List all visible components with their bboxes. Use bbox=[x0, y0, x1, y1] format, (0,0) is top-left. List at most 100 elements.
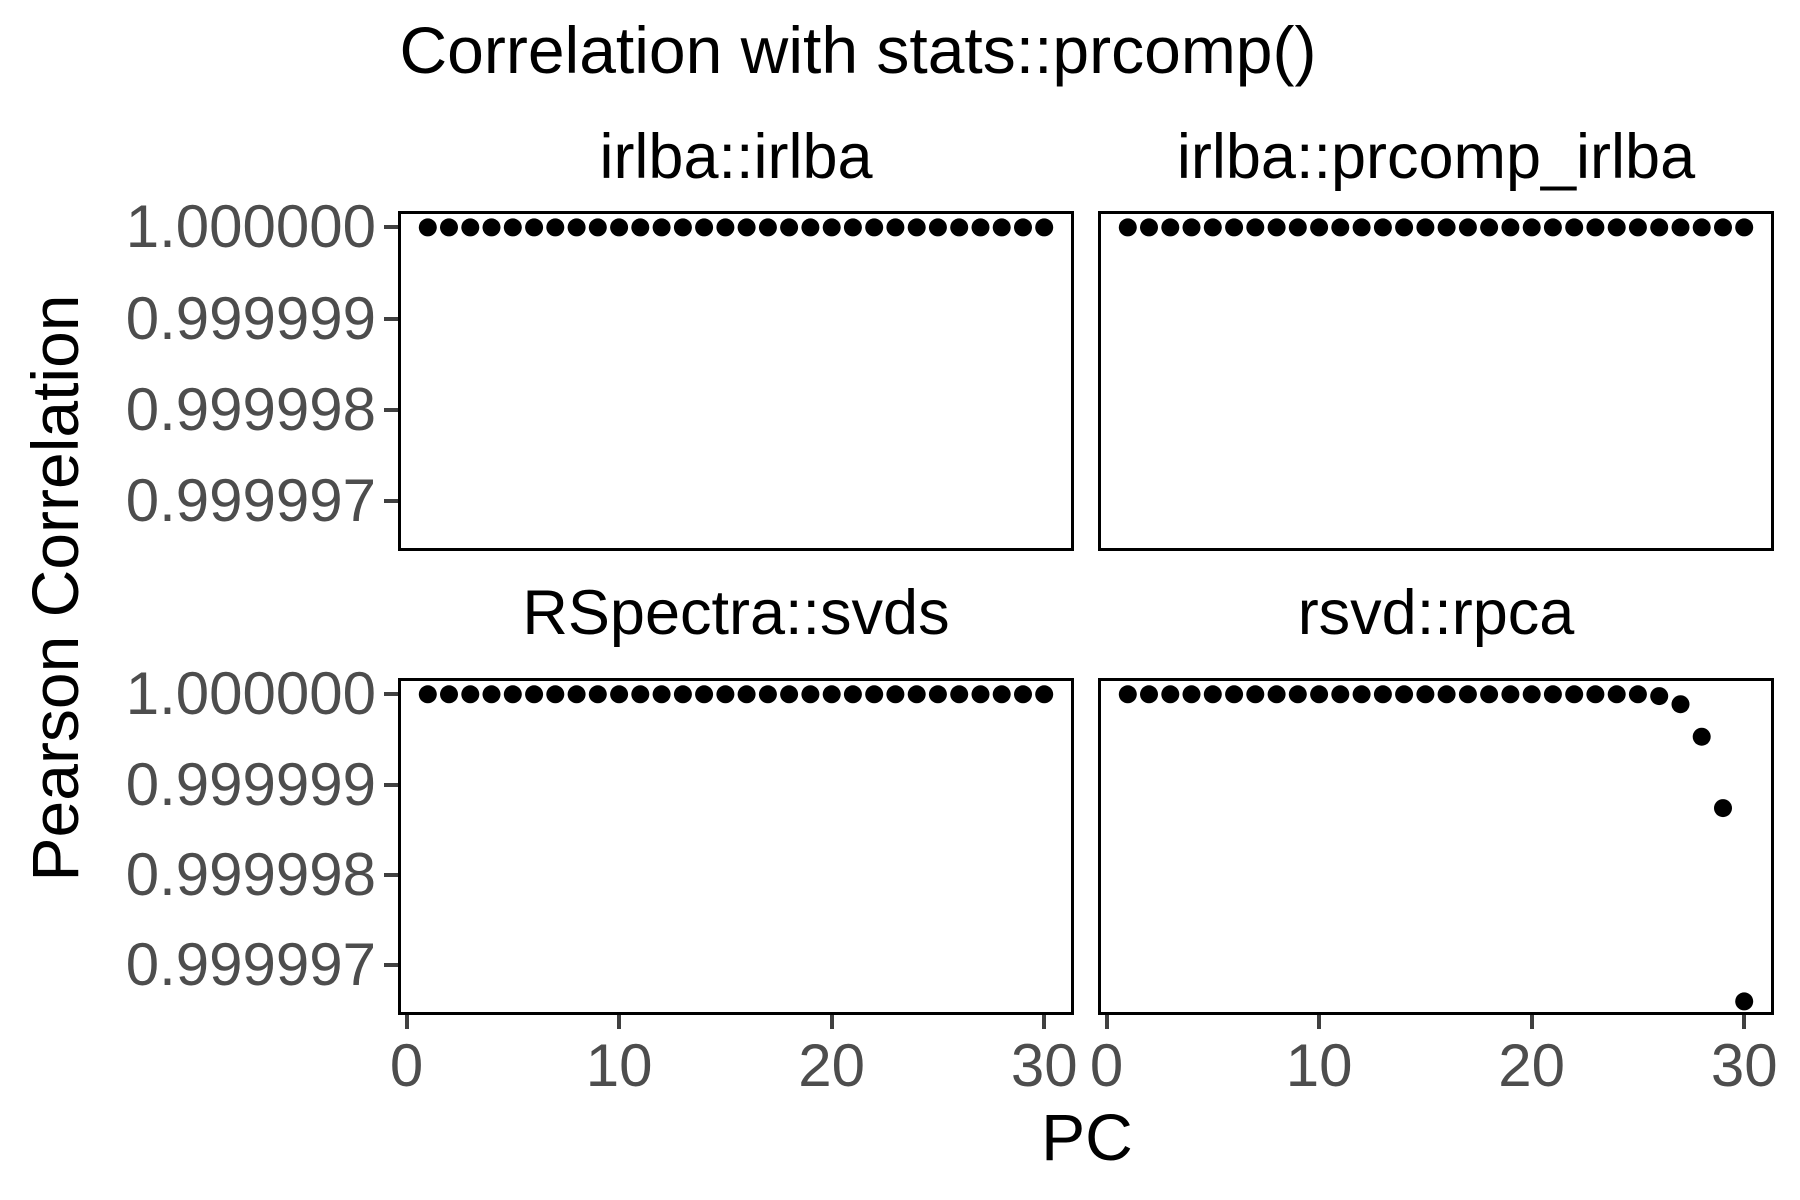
data-point bbox=[822, 685, 841, 704]
data-point bbox=[1692, 727, 1711, 746]
scatter-points bbox=[1118, 218, 1754, 237]
data-point bbox=[758, 685, 777, 704]
data-point bbox=[886, 685, 905, 704]
data-point bbox=[737, 685, 756, 704]
data-point bbox=[971, 218, 990, 237]
data-point bbox=[1310, 685, 1329, 704]
data-point bbox=[503, 218, 522, 237]
data-point bbox=[758, 218, 777, 237]
y-tick-mark bbox=[384, 498, 398, 503]
data-point bbox=[1225, 218, 1244, 237]
x-tick-mark bbox=[1104, 1015, 1109, 1029]
y-tick-label: 0.999999 bbox=[125, 750, 376, 818]
data-point bbox=[1501, 218, 1520, 237]
data-point bbox=[950, 218, 969, 237]
data-point bbox=[992, 218, 1011, 237]
x-tick-label: 10 bbox=[1285, 1032, 1353, 1099]
data-point bbox=[1140, 685, 1158, 704]
data-point bbox=[886, 218, 905, 237]
data-point bbox=[1437, 685, 1456, 704]
data-point bbox=[1140, 218, 1158, 237]
data-point bbox=[610, 685, 629, 704]
y-tick-label: 1.000000 bbox=[125, 193, 376, 261]
data-point bbox=[1650, 218, 1669, 237]
data-point bbox=[801, 218, 820, 237]
data-point bbox=[1692, 218, 1711, 237]
data-point bbox=[1480, 685, 1499, 704]
data-point bbox=[1522, 685, 1541, 704]
x-tick-label: 20 bbox=[1498, 1032, 1566, 1099]
panel-rsvd-rpca bbox=[1098, 678, 1774, 1015]
data-point bbox=[567, 218, 586, 237]
data-point bbox=[1586, 218, 1605, 237]
data-point bbox=[588, 685, 607, 704]
data-point bbox=[1331, 685, 1350, 704]
data-point bbox=[1118, 218, 1137, 237]
data-point bbox=[503, 685, 522, 704]
data-point bbox=[1352, 218, 1371, 237]
data-point bbox=[1182, 685, 1201, 704]
data-point bbox=[567, 685, 586, 704]
data-point bbox=[1225, 685, 1244, 704]
data-point bbox=[1395, 685, 1414, 704]
data-point bbox=[546, 218, 565, 237]
data-point bbox=[1501, 685, 1520, 704]
data-point bbox=[418, 685, 437, 704]
panel-irlba-irlba bbox=[398, 211, 1074, 551]
data-point bbox=[801, 685, 820, 704]
y-tick-label: 0.999999 bbox=[125, 284, 376, 352]
data-point bbox=[652, 685, 671, 704]
x-tick-label: 30 bbox=[1710, 1032, 1778, 1099]
data-point bbox=[695, 218, 714, 237]
x-axis-title: PC bbox=[1041, 1100, 1133, 1174]
data-point bbox=[1714, 799, 1732, 818]
data-point bbox=[1735, 218, 1754, 237]
data-point bbox=[1182, 218, 1201, 237]
data-point bbox=[461, 218, 480, 237]
data-point bbox=[928, 685, 947, 704]
panel-irlba-prcomp-irlba bbox=[1098, 211, 1774, 551]
x-tick-mark bbox=[829, 1015, 834, 1029]
data-point bbox=[1671, 695, 1690, 714]
data-point bbox=[822, 218, 841, 237]
data-point bbox=[1586, 685, 1605, 704]
y-tick-mark bbox=[384, 316, 398, 321]
y-tick-label: 0.999998 bbox=[125, 840, 376, 908]
data-point bbox=[1161, 218, 1180, 237]
data-point bbox=[1607, 218, 1626, 237]
data-point bbox=[1288, 218, 1307, 237]
plot-title: Correlation with stats::prcomp() bbox=[399, 13, 1317, 87]
y-tick-mark bbox=[384, 407, 398, 412]
data-point bbox=[1352, 685, 1371, 704]
data-point bbox=[1458, 685, 1477, 704]
data-point bbox=[928, 218, 947, 237]
data-point bbox=[1373, 218, 1392, 237]
data-point bbox=[1565, 685, 1584, 704]
data-point bbox=[950, 685, 969, 704]
y-tick-label: 1.000000 bbox=[125, 660, 376, 728]
data-point bbox=[1437, 218, 1456, 237]
data-point bbox=[631, 685, 650, 704]
data-point bbox=[418, 218, 437, 237]
x-tick-mark bbox=[1742, 1015, 1747, 1029]
data-point bbox=[1014, 218, 1032, 237]
data-point bbox=[1310, 218, 1329, 237]
y-tick-mark bbox=[384, 692, 398, 697]
data-point bbox=[1607, 685, 1626, 704]
data-point bbox=[610, 218, 629, 237]
x-tick-label: 10 bbox=[585, 1032, 653, 1099]
y-tick-label: 0.999997 bbox=[125, 466, 376, 534]
data-point bbox=[716, 218, 735, 237]
data-point bbox=[1246, 218, 1265, 237]
facet-title-rspectra-svds: RSpectra::svds bbox=[522, 578, 950, 648]
data-point bbox=[482, 218, 501, 237]
data-point bbox=[1714, 218, 1732, 237]
data-point bbox=[440, 218, 458, 237]
data-point bbox=[780, 218, 799, 237]
data-point bbox=[865, 685, 884, 704]
data-point bbox=[673, 685, 692, 704]
scatter-points bbox=[418, 685, 1054, 704]
data-point bbox=[1331, 218, 1350, 237]
data-point bbox=[737, 218, 756, 237]
